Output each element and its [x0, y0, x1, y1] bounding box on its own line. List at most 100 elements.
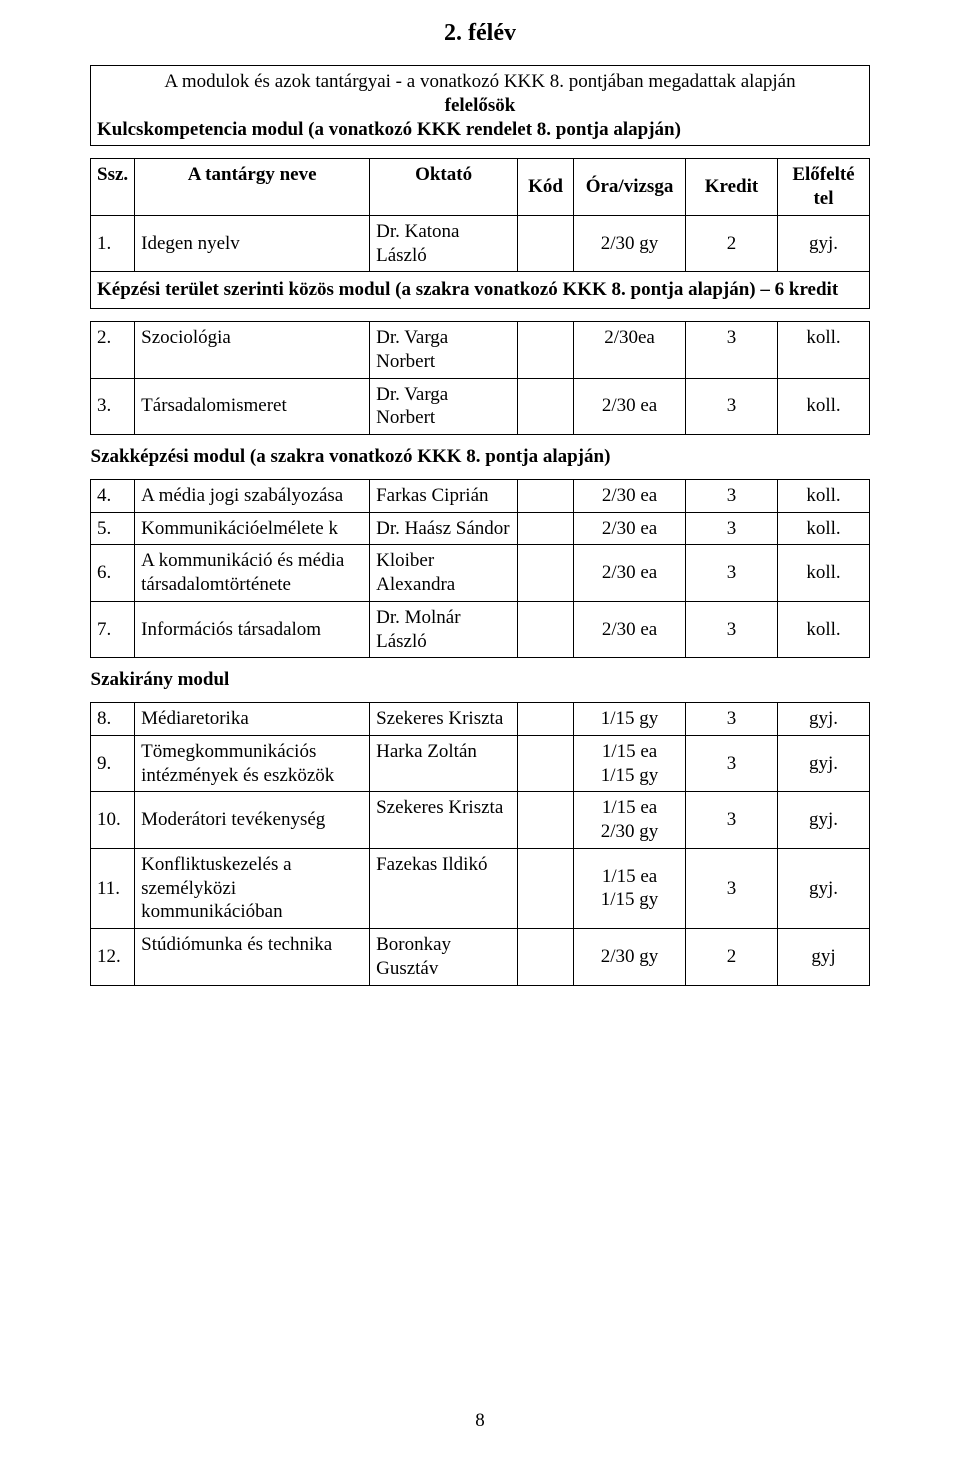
cell-oktato: Dr. Varga Norbert: [370, 378, 518, 435]
table-row: 9. Tömegkommunikációs intézmények és esz…: [91, 735, 870, 792]
cell-kred: 3: [686, 735, 778, 792]
table-row: 12. Stúdiómunka és technika Boronkay Gus…: [91, 929, 870, 986]
cell-ora: 2/30 ea: [574, 512, 686, 545]
cell-oktato: Fazekas Ildikó: [370, 848, 518, 928]
table-row: 7. Információs társadalom Dr. Molnár Lás…: [91, 601, 870, 658]
cell-kred: 3: [686, 792, 778, 849]
table-header: Ssz. A tantárgy neve Oktató Kód Óra/vizs…: [91, 159, 870, 216]
cell-name: Idegen nyelv: [135, 215, 370, 272]
cell-ssz: 3.: [91, 378, 135, 435]
cell-kred: 2: [686, 215, 778, 272]
page-title: 2. félév: [90, 20, 870, 47]
cell-kod: [518, 848, 574, 928]
cell-kred: 3: [686, 322, 778, 379]
cell-oktato: Harka Zoltán: [370, 735, 518, 792]
cell-kod: [518, 735, 574, 792]
cell-name: Médiaretorika: [135, 703, 370, 736]
col-ssz: Ssz.: [91, 159, 135, 216]
col-kredit: Kredit: [686, 159, 778, 216]
cell-ora: 1/15 gy: [574, 703, 686, 736]
cell-ssz: 4.: [91, 479, 135, 512]
table-row: 11. Konfliktuskezelés a személyközi komm…: [91, 848, 870, 928]
col-ora: Óra/vizsga: [574, 159, 686, 216]
szakirany-heading: Szakirány modul: [91, 658, 870, 703]
cell-ssz: 5.: [91, 512, 135, 545]
col-kod: Kód: [518, 159, 574, 216]
table-row: 5. Kommunikációelmélete k Dr. Haász Sánd…: [91, 512, 870, 545]
cell-elo: koll.: [777, 322, 869, 379]
cell-ora-line1: 1/15 ea: [580, 865, 679, 889]
cell-ora: 1/15 ea 2/30 gy: [574, 792, 686, 849]
cell-oktato: Farkas Ciprián: [370, 479, 518, 512]
cell-name: Moderátori tevékenység: [135, 792, 370, 849]
table-row: 10. Moderátori tevékenység Szekeres Kris…: [91, 792, 870, 849]
cell-ssz: 10.: [91, 792, 135, 849]
curriculum-table: A modulok és azok tantárgyai - a vonatko…: [90, 65, 870, 986]
cell-ora: 1/15 ea 1/15 gy: [574, 848, 686, 928]
cell-name: A kommunikáció és média társadalomtörtén…: [135, 545, 370, 602]
cell-elo: gyj.: [777, 215, 869, 272]
cell-ora: 2/30 ea: [574, 545, 686, 602]
cell-name: Szociológia: [135, 322, 370, 379]
cell-ssz: 8.: [91, 703, 135, 736]
cell-ora: 1/15 ea 1/15 gy: [574, 735, 686, 792]
cell-ora: 2/30 ea: [574, 479, 686, 512]
cell-name: Konfliktuskezelés a személyközi kommunik…: [135, 848, 370, 928]
cell-ora: 2/30ea: [574, 322, 686, 379]
cell-kred: 3: [686, 378, 778, 435]
cell-name: Tömegkommunikációs intézmények és eszköz…: [135, 735, 370, 792]
cell-name: A média jogi szabályozása: [135, 479, 370, 512]
cell-ssz: 6.: [91, 545, 135, 602]
intro-row: A modulok és azok tantárgyai - a vonatko…: [91, 66, 870, 146]
cell-ssz: 7.: [91, 601, 135, 658]
cell-ora: 2/30 ea: [574, 378, 686, 435]
cell-ora-line1: 1/15 ea: [580, 796, 679, 820]
cell-kod: [518, 322, 574, 379]
cell-elo: koll.: [777, 378, 869, 435]
cell-oktato: Szekeres Kriszta: [370, 792, 518, 849]
page-container: 2. félév A modulok és azok tantárgyai - …: [0, 0, 960, 1462]
cell-elo: gyj.: [777, 792, 869, 849]
cell-ora: 2/30 gy: [574, 929, 686, 986]
col-oktato: Oktató: [370, 159, 518, 216]
cell-elo: koll.: [777, 512, 869, 545]
szakirany-row: Szakirány modul: [91, 658, 870, 703]
cell-elo: gyj: [777, 929, 869, 986]
cell-oktato: Szekeres Kriszta: [370, 703, 518, 736]
cell-elo: gyj.: [777, 848, 869, 928]
intro-cell: A modulok és azok tantárgyai - a vonatko…: [91, 66, 870, 146]
intro-line1: A modulok és azok tantárgyai - a vonatko…: [97, 70, 863, 94]
cell-kred: 3: [686, 479, 778, 512]
cell-oktato: Dr. Katona László: [370, 215, 518, 272]
cell-oktato: Kloiber Alexandra: [370, 545, 518, 602]
cell-ora-line1: 1/15 ea: [580, 740, 679, 764]
cell-ssz: 1.: [91, 215, 135, 272]
cell-oktato: Dr. Haász Sándor: [370, 512, 518, 545]
cell-name: Társadalomismeret: [135, 378, 370, 435]
cell-oktato: Boronkay Gusztáv: [370, 929, 518, 986]
cell-name: Stúdiómunka és technika: [135, 929, 370, 986]
page-number: 8: [0, 1410, 960, 1432]
intro-line2: felelősök: [97, 94, 863, 118]
cell-kod: [518, 929, 574, 986]
table-row: 1. Idegen nyelv Dr. Katona László 2/30 g…: [91, 215, 870, 272]
cell-kod: [518, 479, 574, 512]
kepzesi-heading: Képzési terület szerinti közös modul (a …: [91, 272, 870, 309]
cell-oktato: Dr. Varga Norbert: [370, 322, 518, 379]
cell-kod: [518, 378, 574, 435]
cell-kred: 3: [686, 703, 778, 736]
cell-ora: 2/30 gy: [574, 215, 686, 272]
table-row: 4. A média jogi szabályozása Farkas Cipr…: [91, 479, 870, 512]
table-row: 8. Médiaretorika Szekeres Kriszta 1/15 g…: [91, 703, 870, 736]
cell-elo: gyj.: [777, 735, 869, 792]
cell-kod: [518, 792, 574, 849]
col-name: A tantárgy neve: [135, 159, 370, 216]
szakkepzesi-row: Szakképzési modul (a szakra vonatkozó KK…: [91, 435, 870, 480]
cell-name: Információs társadalom: [135, 601, 370, 658]
cell-kod: [518, 601, 574, 658]
cell-ssz: 11.: [91, 848, 135, 928]
table-row: 6. A kommunikáció és média társadalomtör…: [91, 545, 870, 602]
cell-elo: koll.: [777, 601, 869, 658]
cell-kred: 3: [686, 601, 778, 658]
cell-kred: 2: [686, 929, 778, 986]
